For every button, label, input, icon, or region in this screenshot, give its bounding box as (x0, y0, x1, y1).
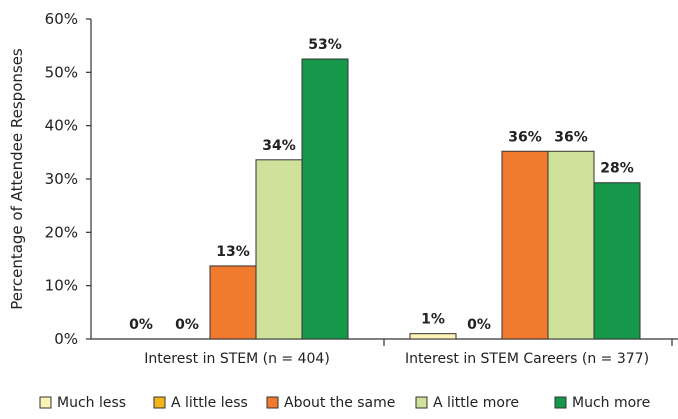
data-label: 0% (467, 317, 491, 333)
bars (209, 58, 641, 340)
legend-label: A little more (433, 395, 519, 411)
bar (209, 265, 257, 340)
bar (501, 150, 549, 340)
legend-label: About the same (284, 395, 395, 411)
legend-swatch (415, 396, 428, 409)
bar (255, 159, 303, 340)
legend-label: A little less (171, 395, 248, 411)
data-label: 0% (129, 317, 153, 333)
data-label: 0% (175, 317, 199, 333)
legend-swatch (266, 396, 279, 409)
y-tick-label: 10% (45, 277, 78, 295)
legend-label: Much less (57, 395, 126, 411)
data-label: 36% (508, 129, 542, 145)
data-label: 13% (216, 244, 250, 260)
y-tick-label: 50% (45, 63, 78, 81)
legend-label: Much more (572, 395, 650, 411)
legend-swatch (39, 396, 52, 409)
bar (409, 333, 457, 340)
bar (593, 182, 641, 340)
legend: Much less A little less About the same A li… (39, 395, 650, 411)
data-label: 1% (421, 312, 445, 328)
legend-swatch (153, 396, 166, 409)
y-tick-label: 30% (45, 170, 78, 188)
data-labels: 0% 1% 0% 0% 13% 36% 34% 36% 53% 28% (129, 37, 634, 333)
y-tick-label: 20% (45, 223, 78, 241)
y-tick-label: 40% (45, 117, 78, 135)
bar (547, 150, 595, 340)
legend-swatch (554, 396, 567, 409)
data-label: 28% (600, 161, 634, 177)
data-label: 36% (554, 129, 588, 145)
bar (301, 58, 349, 340)
x-category-label: Interest in STEM Careers (n = 377) (405, 351, 649, 367)
y-tick-label: 0% (54, 330, 78, 348)
data-label: 53% (308, 37, 342, 53)
data-label: 34% (262, 138, 296, 154)
y-tick-label: 60% (45, 10, 78, 28)
y-axis-title: Percentage of Attendee Responses (8, 48, 26, 310)
x-category-label: Interest in STEM (n = 404) (144, 351, 330, 367)
axes: 0% 10% 20% 30% 40% 50% 60% Percentage of Attend… (8, 10, 678, 367)
